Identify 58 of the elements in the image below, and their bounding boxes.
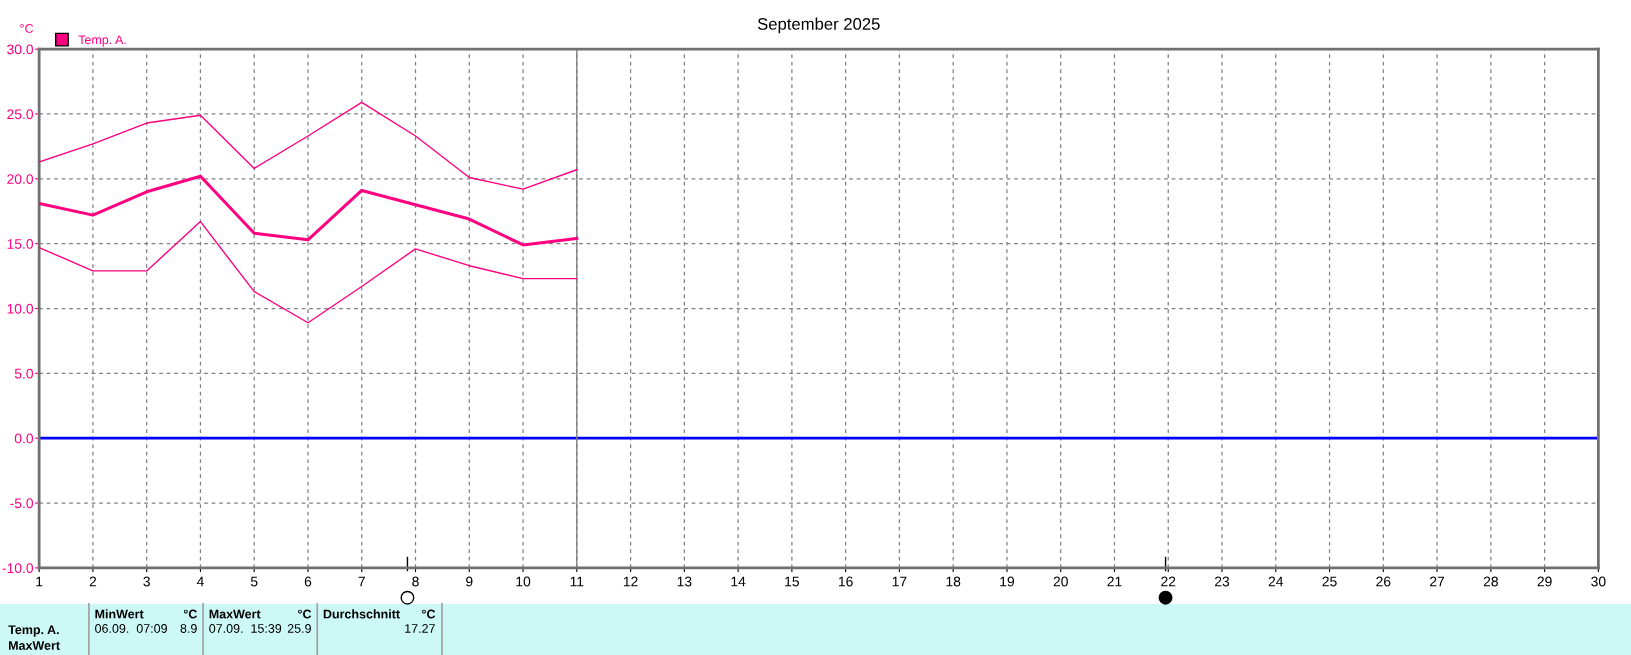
text: °C — [183, 609, 198, 619]
x-tick-label: 19 — [1000, 576, 1015, 587]
x-tick-label: 26 — [1376, 576, 1391, 587]
x-tick-label: 14 — [731, 576, 746, 587]
x-tick-label: 29 — [1537, 576, 1552, 587]
text: Temp. A. — [8, 625, 59, 637]
x-tick-label: 10 — [516, 576, 531, 587]
y-tick-label: 15.0 — [7, 238, 34, 249]
text: 06.09. 07:09 — [95, 624, 167, 633]
x-tick-label: 3 — [143, 576, 150, 587]
y-axis-title: °C — [20, 24, 34, 33]
y-tick-label: -10.0 — [2, 563, 34, 574]
x-tick-label: 5 — [250, 576, 258, 587]
x-tick-label: 23 — [1214, 576, 1230, 587]
text: 17.27 — [405, 624, 435, 633]
text: 8.9 — [180, 624, 197, 633]
x-tick-label: 12 — [623, 576, 638, 587]
x-tick-label: 8 — [412, 576, 419, 587]
chart-title: September 2025 — [757, 17, 880, 34]
x-tick-label: 16 — [838, 576, 853, 587]
text: °C — [298, 609, 312, 619]
y-tick-label: 10.0 — [7, 303, 34, 314]
x-tick-label: 20 — [1053, 576, 1068, 587]
x-tick-label: 30 — [1591, 576, 1606, 587]
text: MinWert — [95, 609, 144, 619]
x-tick-label: 1 — [36, 576, 43, 587]
y-tick-label: -5.0 — [10, 498, 34, 509]
line-series — [39, 174, 579, 247]
x-tick-label: 4 — [196, 576, 204, 587]
y-tick-label: 25.0 — [7, 109, 34, 120]
x-tick-label: 11 — [570, 576, 584, 587]
text: °C — [422, 609, 436, 619]
x-tick-label: 25 — [1322, 576, 1337, 587]
x-tick-label: 28 — [1483, 576, 1498, 587]
x-tick-label: 6 — [304, 576, 312, 587]
x-tick-label: 22 — [1161, 576, 1176, 587]
x-tick-label: 9 — [466, 576, 473, 587]
text: MaxWert — [209, 609, 261, 619]
x-tick-label: 13 — [677, 576, 692, 587]
text: Durchschnitt — [323, 609, 400, 619]
x-tick-label: 17 — [892, 576, 907, 587]
x-tick-label: 18 — [946, 576, 961, 587]
x-tick-label: 7 — [358, 576, 365, 587]
text: 25.9 — [287, 624, 311, 633]
y-tick-label: 20.0 — [7, 174, 34, 184]
line-series — [39, 220, 578, 324]
y-tick-label: 5.0 — [14, 368, 34, 379]
x-tick-label: 24 — [1268, 576, 1284, 587]
x-tick-label: 2 — [89, 576, 97, 587]
x-tick-label: 27 — [1430, 576, 1445, 587]
text: 07.09. 15:39 — [209, 624, 282, 633]
text: MaxWert — [8, 641, 60, 650]
x-tick-label: 15 — [785, 576, 800, 587]
legend-label: Temp. A. — [78, 35, 126, 47]
x-tick-label: 21 — [1107, 576, 1122, 587]
y-tick-label: 30.0 — [7, 44, 34, 55]
y-tick-label: 0.0 — [14, 433, 34, 444]
line-series — [39, 101, 578, 190]
